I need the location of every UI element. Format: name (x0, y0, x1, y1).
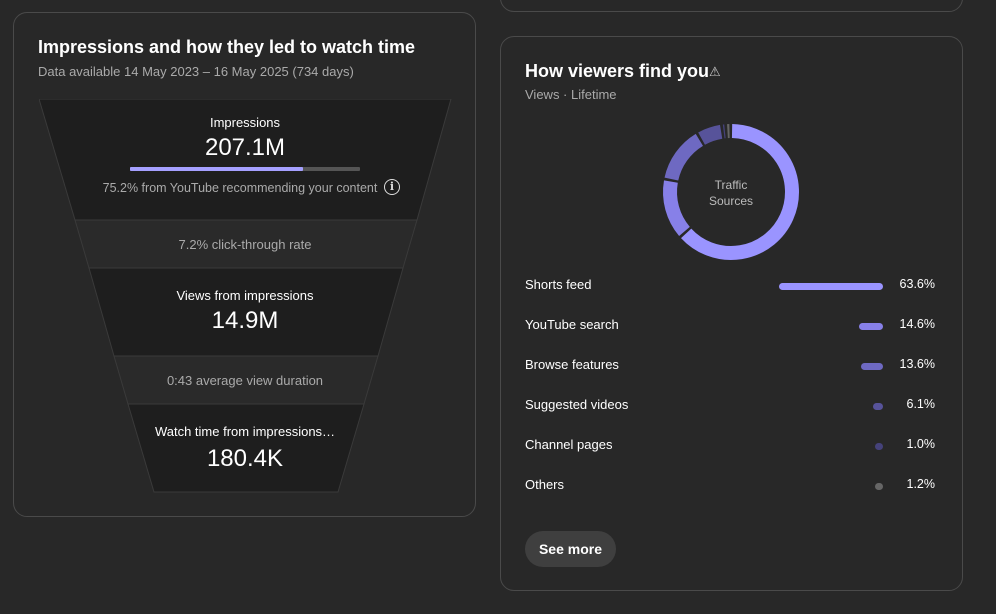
donut-center-line1: Traffic (714, 178, 748, 192)
traffic-source-bar (875, 443, 883, 450)
donut-center-label: Traffic Sources (681, 177, 781, 209)
traffic-source-label: Others (525, 477, 565, 492)
info-icon[interactable]: i (384, 179, 400, 195)
views-label: Views from impressions (176, 288, 314, 303)
previous-card (500, 0, 963, 12)
traffic-source-bar (875, 483, 883, 490)
impressions-value: 207.1M (204, 134, 286, 161)
impressions-card-subtitle: Data available 14 May 2023 – 16 May 2025… (38, 64, 354, 79)
traffic-source-label: YouTube search (525, 317, 619, 332)
watch-time-value: 180.4K (206, 445, 284, 472)
traffic-source-row: Browse features 13.6% (525, 357, 935, 377)
funnel-stage-watch-time (127, 403, 365, 493)
traffic-source-percent: 1.0% (906, 437, 936, 451)
traffic-source-row: Shorts feed 63.6% (525, 277, 935, 297)
click-through-rate: 7.2% click-through rate (178, 237, 312, 252)
traffic-source-bar (859, 323, 883, 330)
see-more-button[interactable]: See more (525, 531, 616, 567)
traffic-source-percent: 6.1% (906, 397, 936, 411)
traffic-sources-donut (663, 124, 799, 260)
traffic-source-percent: 13.6% (899, 357, 935, 371)
traffic-card-title: How viewers find you (525, 61, 710, 81)
traffic-source-percent: 14.6% (899, 317, 935, 331)
traffic-source-bar (779, 283, 883, 290)
impressions-funnel-card: Impressions and how they led to watch ti… (13, 12, 476, 517)
impressions-source-bar (130, 167, 360, 171)
traffic-card-subtitle: Views · Lifetime (525, 87, 617, 102)
traffic-source-label: Channel pages (525, 437, 613, 452)
donut-segment[interactable] (681, 124, 799, 260)
traffic-source-label: Browse features (525, 357, 619, 372)
views-value: 14.9M (211, 307, 279, 334)
warning-icon[interactable]: ⚠ (709, 64, 721, 79)
donut-center-line2: Sources (708, 194, 754, 208)
traffic-source-label: Shorts feed (525, 277, 592, 292)
traffic-source-bar (873, 403, 883, 410)
traffic-source-bar (860, 363, 883, 370)
impressions-recommendation-note: 75.2% from YouTube recommending your con… (102, 181, 378, 195)
traffic-source-row: Suggested videos 6.1% (525, 397, 935, 417)
impressions-card-title: Impressions and how they led to watch ti… (38, 37, 416, 57)
traffic-source-percent: 1.2% (906, 477, 936, 491)
average-view-duration: 0:43 average view duration (166, 373, 324, 388)
watch-time-label: Watch time from impressions… (154, 424, 336, 439)
donut-segment[interactable] (663, 180, 690, 236)
donut-segment[interactable] (698, 124, 723, 145)
traffic-source-row: Channel pages 1.0% (525, 437, 935, 457)
impressions-source-bar-fill (130, 167, 303, 171)
traffic-sources-card: How viewers find you ⚠ Views · Lifetime … (500, 36, 963, 591)
traffic-source-percent: 63.6% (899, 277, 935, 291)
traffic-source-row: Others 1.2% (525, 477, 935, 497)
funnel-graphic (39, 99, 452, 493)
traffic-source-row: YouTube search 14.6% (525, 317, 935, 337)
impressions-label: Impressions (209, 115, 281, 130)
donut-segment[interactable] (664, 133, 704, 181)
traffic-source-label: Suggested videos (525, 397, 629, 412)
